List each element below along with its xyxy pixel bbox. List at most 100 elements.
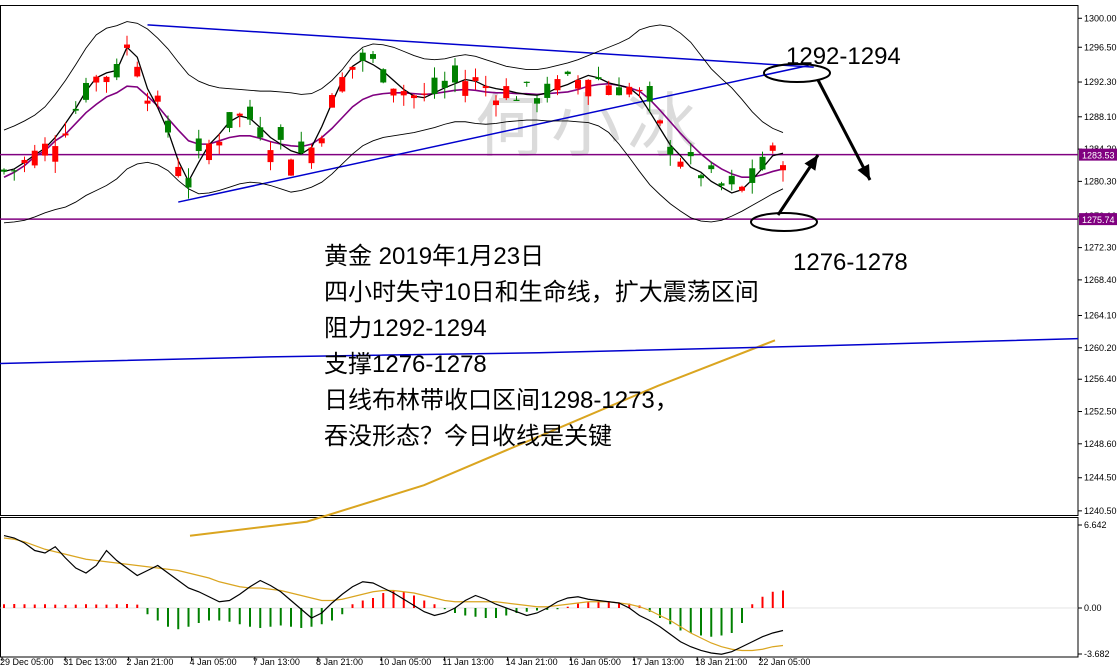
- x-tick-label: 7 Jan 13:00: [253, 657, 300, 666]
- candle-body: [687, 152, 694, 157]
- analysis-text-line: 吞没形态？今日收线是关键: [324, 423, 612, 450]
- candle-body: [769, 145, 776, 151]
- price-tag-label: 1283.53: [1082, 151, 1115, 161]
- candle-body: [554, 79, 561, 91]
- candle-body: [288, 159, 294, 176]
- candle-body: [636, 89, 643, 92]
- candle-body: [462, 81, 469, 96]
- x-tick-label: 14 Jan 21:00: [506, 657, 558, 666]
- analysis-text-line: 四小时失守10日和生命线，扩大震荡区间: [324, 279, 759, 306]
- osc-y-tick-label: 6.642: [1084, 520, 1107, 530]
- y-tick-label: 1280.30: [1084, 176, 1117, 186]
- candle-body: [698, 175, 704, 179]
- y-tick-label: 1256.40: [1084, 374, 1117, 384]
- candle-body: [21, 159, 28, 164]
- candle-body: [134, 66, 141, 77]
- candle-body: [83, 82, 89, 100]
- candle-body: [400, 91, 407, 96]
- candle-body: [585, 79, 592, 97]
- ma10-line: [3, 46, 784, 194]
- candle-body: [564, 71, 571, 75]
- candle-body: [206, 143, 212, 161]
- x-tick-label: 17 Jan 13:00: [632, 657, 684, 666]
- x-tick-label: 8 Jan 21:00: [316, 657, 363, 666]
- candle-body: [11, 170, 18, 172]
- candle-body: [626, 86, 633, 95]
- y-tick-label: 1300.00: [1084, 13, 1117, 23]
- candle-body: [31, 150, 38, 166]
- up-arrow-head: [804, 155, 818, 171]
- analysis-text-line: 日线布林带收口区间1298-1273，: [324, 387, 679, 414]
- candle-body: [267, 150, 274, 163]
- candle-body: [277, 127, 284, 140]
- candle-body: [472, 77, 479, 81]
- candle-body: [359, 52, 366, 61]
- candle-body: [534, 98, 540, 104]
- osc-main-line: [3, 534, 784, 655]
- y-tick-label: 1264.10: [1084, 310, 1117, 320]
- candle-body: [616, 87, 622, 96]
- candle-body: [677, 161, 684, 167]
- candle-body: [103, 76, 110, 83]
- candle-body: [339, 77, 346, 92]
- bollinger-lower-band: [3, 119, 784, 224]
- y-tick-label: 1248.60: [1084, 439, 1117, 449]
- candle-body: [113, 64, 120, 78]
- candle-body: [236, 113, 243, 116]
- y-tick-label: 1292.30: [1084, 77, 1117, 87]
- y-tick-label: 1268.40: [1084, 275, 1117, 285]
- candle-body: [759, 156, 766, 170]
- candle-body: [62, 133, 69, 136]
- candle-body: [452, 65, 458, 83]
- price-tag-box: [1079, 148, 1117, 161]
- candle-body: [257, 127, 264, 138]
- resistance-label: 1292-1294: [786, 43, 901, 70]
- candle-body: [318, 138, 325, 144]
- candle-body: [708, 165, 715, 170]
- candle-body: [165, 120, 171, 133]
- candle-body: [298, 141, 305, 154]
- candle-body: [144, 100, 151, 104]
- support-label: 1276-1278: [793, 249, 908, 276]
- candle-body: [349, 66, 356, 70]
- candle-body: [390, 88, 397, 96]
- candle-body: [93, 76, 100, 83]
- candle-body: [482, 86, 489, 89]
- candle-body: [124, 44, 130, 48]
- x-tick-label: 10 Jan 05:00: [379, 657, 431, 666]
- y-tick-label: 1240.50: [1084, 506, 1117, 516]
- watermark-text: 何小冰: [475, 87, 703, 165]
- candle-body: [441, 80, 448, 88]
- candle-body: [226, 112, 233, 128]
- resistance-ellipse: [763, 63, 831, 83]
- candle-body: [493, 100, 499, 106]
- candle-body: [728, 175, 735, 185]
- down-arrow: [816, 79, 872, 181]
- candle-body: [175, 166, 182, 177]
- x-tick-label: 11 Jan 13:00: [442, 657, 493, 666]
- x-tick-label: 31 Dec 13:00: [63, 657, 117, 666]
- support-ellipse: [750, 212, 818, 232]
- y-tick-label: 1252.50: [1084, 407, 1117, 417]
- candle-body: [749, 168, 756, 183]
- candle-body: [308, 147, 315, 164]
- candle-body: [646, 86, 653, 102]
- analysis-text-line: 阻力1292-1294: [324, 315, 487, 342]
- candle-body: [575, 79, 581, 89]
- candle-body: [42, 143, 48, 156]
- y-tick-label: 1244.50: [1084, 473, 1117, 483]
- oscillator-plot-frame: [0, 517, 1079, 658]
- candle-body: [431, 77, 438, 94]
- candle-body: [513, 99, 520, 101]
- triangle-upper-line: [147, 24, 814, 68]
- candle-body: [503, 86, 510, 99]
- candle-body: [195, 138, 202, 152]
- triangle-lower-line: [178, 64, 809, 203]
- candle-body: [657, 120, 663, 124]
- candle-body: [544, 83, 551, 98]
- candle-body: [739, 186, 745, 191]
- x-tick-label: 16 Jan 05:00: [569, 657, 621, 666]
- candle-body: [72, 108, 79, 111]
- y-tick-label: 1272.30: [1084, 243, 1117, 253]
